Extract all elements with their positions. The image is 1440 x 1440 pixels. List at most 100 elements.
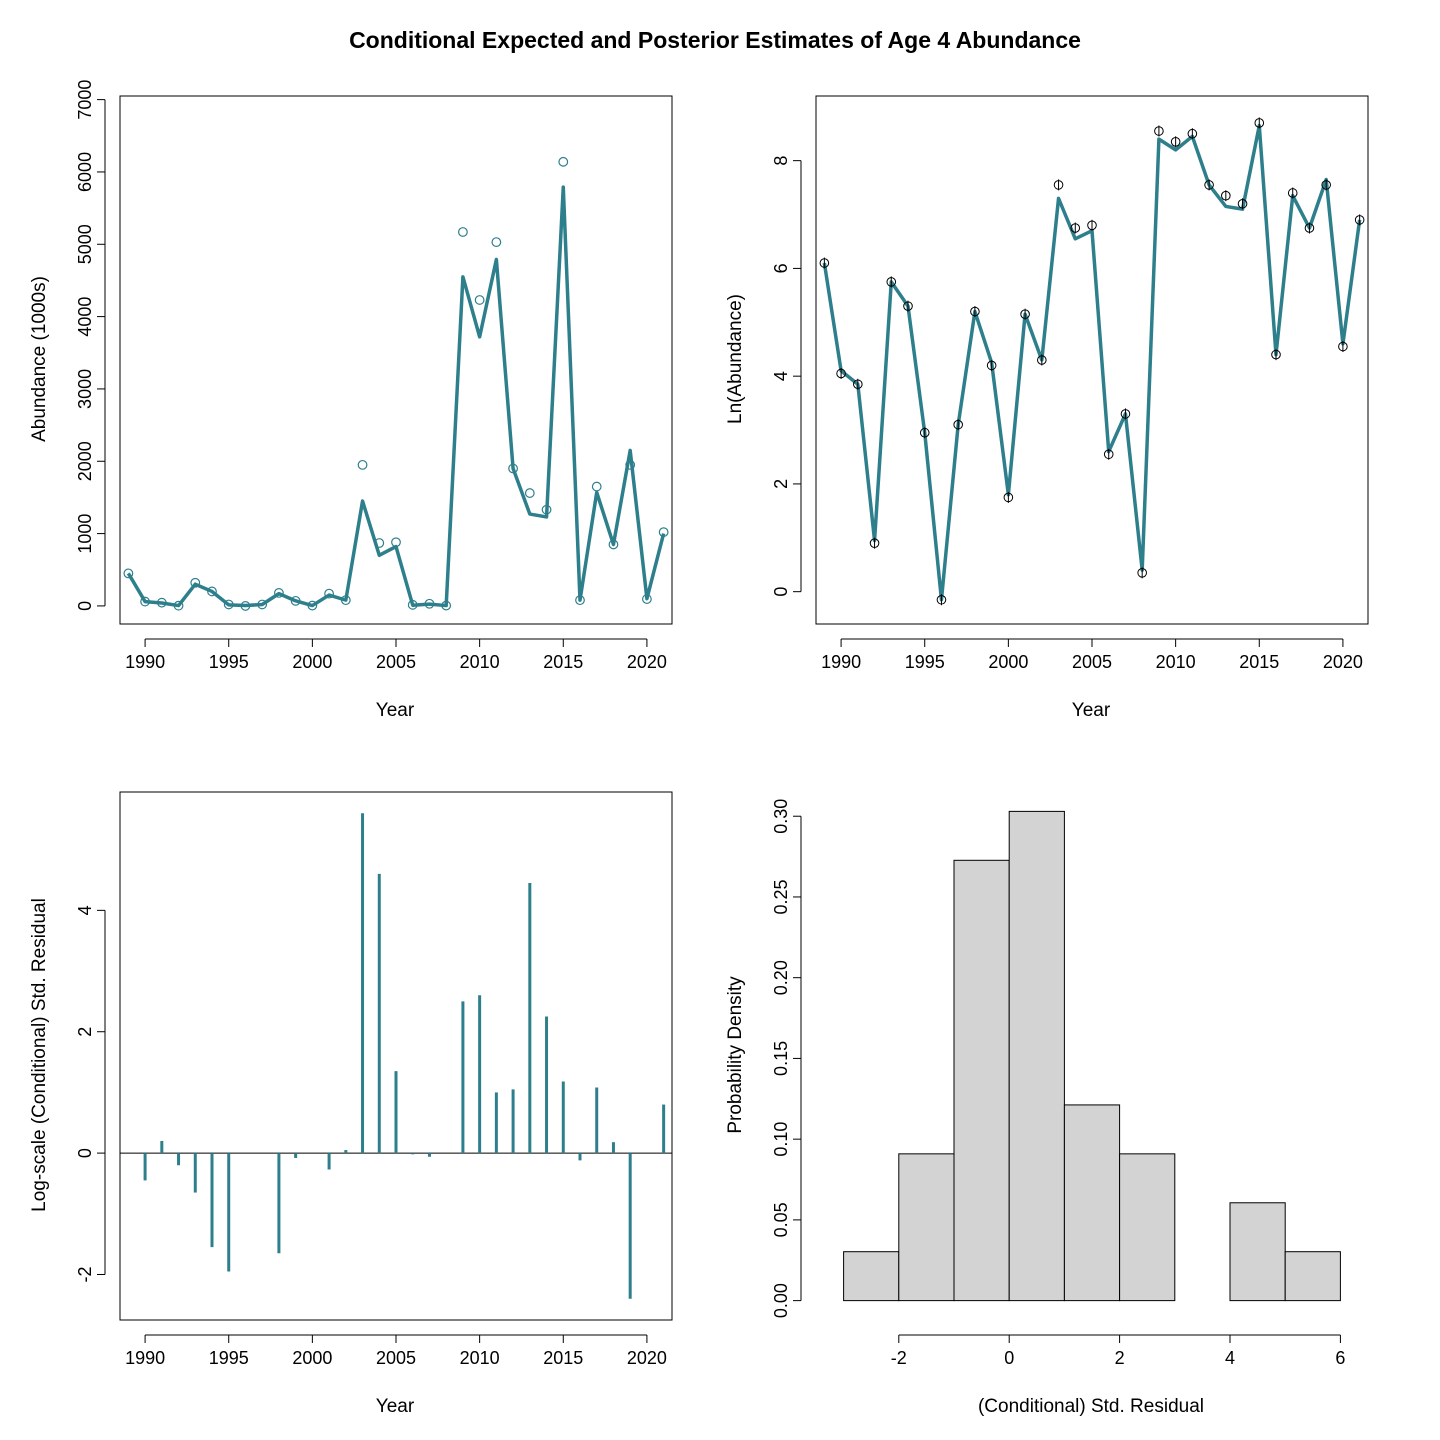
histogram-bar [898, 1153, 955, 1302]
y-tick-label: 5000 [75, 224, 95, 264]
panel-histogram: (Conditional) Std. Residual Probability … [725, 976, 1204, 1417]
posterior-log-abundance-point [819, 257, 830, 269]
y-tick-label: 6000 [75, 152, 95, 192]
x-tick-label: 1995 [209, 652, 249, 672]
posterior-log-abundance-point [1338, 341, 1348, 353]
panel-log-abundance-xlabel: Year [1072, 700, 1111, 721]
y-tick-label: 0.25 [771, 879, 791, 914]
posterior-log-abundance-point [903, 300, 913, 312]
posterior-log-abundance-point [886, 276, 897, 288]
posterior-log-abundance-point [919, 427, 930, 439]
axes-2: 1990 1995 2000 2005 2010 2015 2020 -2 0 2 4 [75, 791, 673, 1368]
panel-abundance-xlabel: Year [376, 700, 415, 721]
y-tick-label: 4 [75, 905, 95, 915]
posterior-log-abundance-point [1103, 448, 1114, 460]
y-tick-label: 2 [771, 479, 791, 489]
posterior-abundance-point [474, 295, 485, 305]
histogram-bar [1119, 1153, 1176, 1302]
posterior-abundance-point [374, 538, 385, 548]
posterior-abundance-point [340, 595, 351, 606]
x-tick-label: 6 [1335, 1348, 1345, 1368]
plot-frame [119, 95, 673, 625]
posterior-log-abundance-point [1204, 179, 1214, 191]
y-tick-label: 8 [771, 156, 791, 166]
posterior-abundance-point [441, 600, 452, 611]
y-tick-label: 2 [75, 1027, 95, 1037]
posterior-log-abundance-point [986, 359, 997, 371]
panel-log-abundance: Year Ln(Abundance) [725, 294, 1111, 721]
y-tick-label: 0 [75, 601, 95, 611]
axes-0: 1990 1995 2000 2005 2010 2015 2020 0 1000 2000 300… [75, 80, 673, 672]
plot-frame [815, 95, 1369, 625]
posterior-abundance-point [591, 481, 602, 492]
posterior-log-abundance-point [1053, 179, 1064, 191]
posterior-log-abundance-point [1287, 187, 1298, 199]
posterior-abundance-point [491, 237, 502, 248]
histogram-bar [1229, 1202, 1286, 1302]
posterior-log-abundance-point [1137, 567, 1147, 579]
x-tick-label: 4 [1225, 1348, 1235, 1368]
x-tick-label: 2015 [543, 652, 583, 672]
y-tick-label: -2 [75, 1266, 95, 1282]
x-tick-label: 2010 [460, 1348, 500, 1368]
panel-histogram-ylabel: Probability Density [725, 976, 746, 1134]
panel-abundance-ylabel: Abundance (1000s) [29, 276, 50, 442]
posterior-abundance-point [240, 601, 251, 611]
y-tick-label: 0.30 [771, 799, 791, 834]
panel-residuals: Year Log-scale (Conditional) Std. Residu… [29, 898, 415, 1417]
x-tick-label: 2020 [627, 1348, 667, 1368]
posterior-log-abundance-point [1070, 222, 1081, 234]
x-tick-label: 2015 [1239, 652, 1279, 672]
posterior-log-abundance-point [953, 419, 963, 431]
posterior-abundance-point [658, 527, 669, 538]
posterior-abundance-point [257, 599, 268, 610]
panel-histogram-xlabel: (Conditional) Std. Residual [978, 1396, 1204, 1417]
x-tick-label: 1990 [125, 1348, 165, 1368]
posterior-log-abundance-point [1170, 136, 1181, 148]
x-tick-label: -2 [891, 1348, 907, 1368]
posterior-abundance-point [524, 488, 535, 498]
y-tick-label: 7000 [75, 80, 95, 120]
posterior-log-abundance-point [853, 378, 863, 390]
posterior-log-abundance-point [1354, 214, 1365, 226]
x-tick-label: 2000 [988, 652, 1028, 672]
y-tick-label: 0.15 [771, 1041, 791, 1076]
posterior-abundance-point [290, 595, 301, 606]
posterior-log-abundance-point [1187, 128, 1198, 140]
posterior-log-abundance-point [1003, 491, 1014, 503]
posterior-abundance-point [123, 568, 134, 579]
posterior-log-abundance-point [936, 594, 947, 606]
x-tick-label: 2015 [543, 1348, 583, 1368]
y-tick-label: 0.00 [771, 1283, 791, 1318]
posterior-abundance-point [575, 595, 585, 606]
histogram-bar [1008, 810, 1065, 1302]
posterior-log-abundance-point [1254, 117, 1265, 129]
posterior-abundance-point [190, 577, 201, 588]
plot-frame [119, 791, 673, 1321]
posterior-log-abundance-point [869, 537, 880, 549]
x-tick-label: 2020 [627, 652, 667, 672]
posterior-abundance-point [223, 599, 234, 610]
panel-log-abundance-ylabel: Ln(Abundance) [725, 294, 746, 424]
posterior-log-abundance-point [1321, 179, 1331, 191]
posterior-abundance-point [625, 459, 636, 470]
posterior-log-abundance-point [1221, 190, 1231, 202]
y-tick-label: 4 [771, 371, 791, 381]
posterior-log-abundance-point [1304, 222, 1315, 234]
panel-abundance: Year Abundance (1000s) [29, 276, 415, 721]
posterior-log-abundance-point [1037, 354, 1047, 366]
expected-abundance-line [126, 185, 666, 608]
histogram-bar [953, 859, 1010, 1302]
x-tick-label: 2005 [376, 652, 416, 672]
x-tick-label: 1990 [125, 652, 165, 672]
y-tick-label: 4000 [75, 297, 95, 337]
posterior-log-abundance-point [836, 367, 846, 379]
posterior-abundance-point [391, 537, 401, 548]
y-tick-label: 0.20 [771, 960, 791, 995]
x-tick-label: 0 [1004, 1348, 1014, 1368]
posterior-abundance-point [357, 459, 368, 470]
posterior-abundance-point [642, 594, 652, 604]
x-tick-label: 2 [1115, 1348, 1125, 1368]
panel-residuals-xlabel: Year [376, 1396, 415, 1417]
x-tick-label: 2005 [1072, 652, 1112, 672]
